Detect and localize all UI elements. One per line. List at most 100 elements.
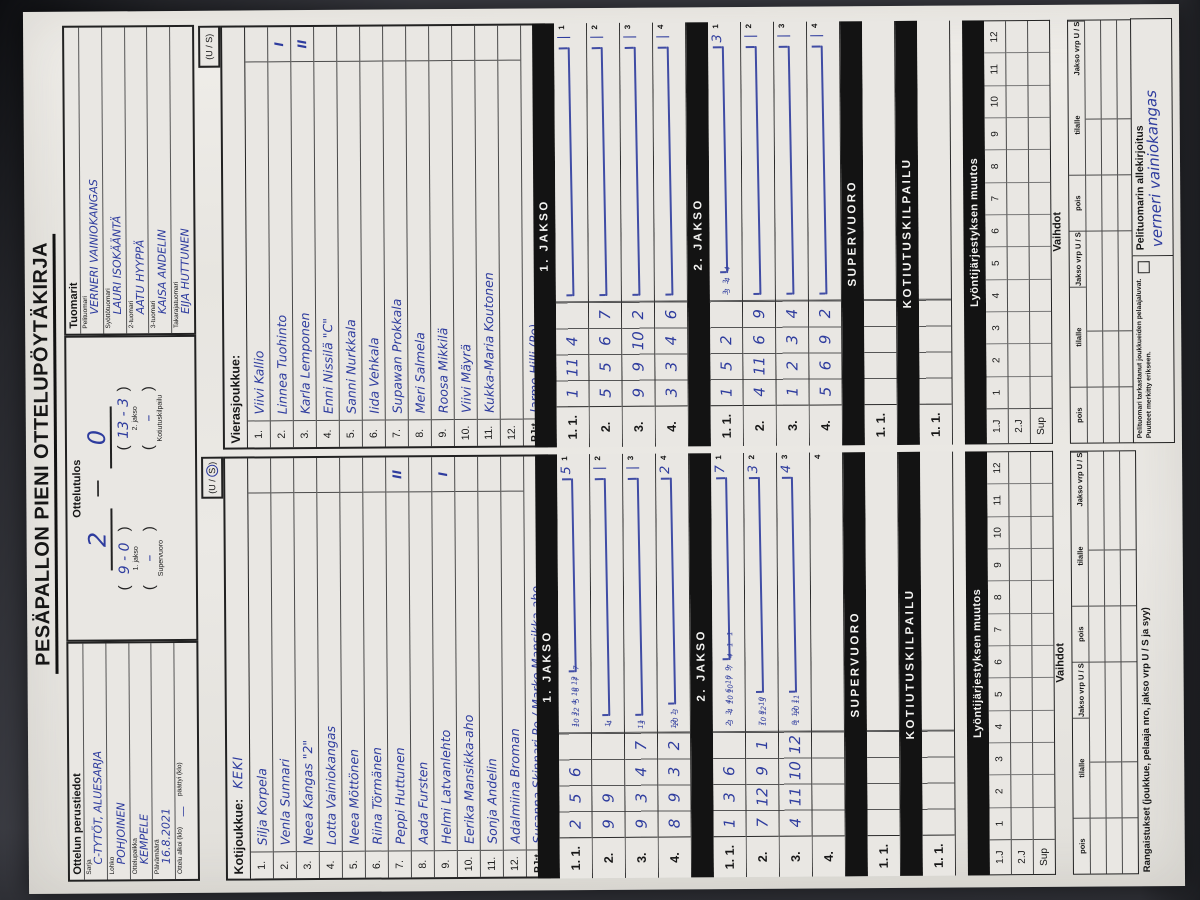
score-row-label: 4.	[809, 404, 842, 446]
score-row: 4. 8 9 3 2	[656, 453, 692, 878]
lyonti-cell	[1031, 515, 1053, 549]
lyonti-cell	[1007, 214, 1029, 247]
roster-row: 1. Viivi Kallio	[245, 27, 271, 448]
score-row-label: 2.	[592, 836, 625, 879]
vaihdot-header-cell: Jakso vrp U / S	[1071, 451, 1088, 507]
lyonti-cell: 9	[984, 117, 1006, 150]
player-us-mark	[245, 27, 268, 63]
player-name-handwritten: Karla Lemponen	[296, 312, 313, 415]
player-name-handwritten: Enni Nissilä "C"	[319, 318, 336, 414]
advance-bottom-digit: 3	[671, 708, 680, 714]
lead-score-cell: 6	[566, 767, 585, 778]
score-row-label: 4.	[655, 405, 688, 447]
lead-score-cell: 4	[786, 817, 805, 828]
lead-score-cell: 3	[783, 334, 802, 345]
score-row-label: 2.	[589, 405, 622, 448]
row-edge-number: 3	[626, 455, 636, 461]
score-row-track: 7 8 10 10 12 3	[744, 453, 778, 731]
lyonti-cell	[1028, 52, 1050, 85]
lyonti-row: Sup	[1028, 21, 1052, 444]
player-number: 10.	[454, 418, 477, 447]
lyonti-cell	[1028, 21, 1049, 52]
score-row-track: 1 4	[590, 454, 624, 732]
lyonti-cell: 5	[988, 677, 1010, 711]
roster-row: 8. Aada Fursten	[409, 457, 435, 878]
roster-row: 11. Sonja Andelin	[478, 456, 504, 877]
roster-row: 5. Neea Möttönen	[340, 457, 366, 878]
vaihdot-header-cell: tilalle	[1072, 717, 1090, 818]
score-row: 2. 5 5 6 7	[587, 22, 623, 448]
player-us-mark	[478, 456, 501, 492]
lyonti-cell	[1010, 612, 1032, 646]
lyonti-cell	[1006, 84, 1028, 118]
player-name-handwritten: Adalmiina Broman	[506, 728, 523, 844]
player-name-handwritten: Sanni Nurkkala	[342, 319, 359, 414]
score-section: 1. JAKSO 1. 1. 2 5 6	[535, 451, 956, 879]
roster-row: 8. Meri Salmela	[406, 26, 432, 447]
score-row: 3. 1 2 3 4	[774, 21, 810, 446]
umpire-row: Takarajatuomari EIJA HUTTUNEN	[169, 26, 195, 334]
lead-score-cell: 5	[596, 362, 615, 372]
player-number: 1.	[250, 851, 273, 879]
lyonti-cell	[1028, 116, 1050, 150]
score-row-track	[862, 21, 896, 299]
lyonti-cell	[1006, 21, 1027, 52]
score-row-label: 1. 1.	[864, 403, 897, 446]
umpire-row: Pelituomari VERNERI VAINIOKANGAS	[78, 27, 103, 334]
lead-score-cell: 1	[720, 818, 739, 828]
hand-drawn-run-line	[721, 46, 729, 274]
lead-score-cell: 1	[783, 386, 802, 397]
scoresheet-paper: PESÄPALLON PIENI OTTELUPÖYTÄKIRJA Ottelu…	[22, 3, 1186, 895]
advance-bottom-digit: 4	[723, 277, 732, 282]
us-s-mark: S	[204, 36, 215, 43]
vaihdot-header-cell: Jakso vrp U / S	[1072, 661, 1089, 718]
hand-drawn-run-line	[787, 45, 795, 295]
score-row-track: 33 344	[708, 22, 742, 300]
score-row: 1. 1.	[920, 451, 956, 876]
advance-bottom-digit: 7	[572, 676, 581, 681]
lyonti-cell	[1030, 375, 1052, 409]
period-score-value: –	[141, 554, 158, 562]
score-row-track: | 4	[653, 22, 687, 300]
lyonti-row: 2.J	[1009, 452, 1034, 875]
player-number: 5.	[342, 850, 365, 878]
row-end-mark: |	[625, 465, 641, 471]
player-us-mark	[498, 25, 521, 61]
roster-header: Vierasjoukkue:	[222, 27, 248, 448]
hand-drawn-run-line	[790, 476, 798, 693]
player-us-mark: I	[268, 27, 291, 63]
lead-score-cell: 9	[753, 766, 772, 776]
advance-pairs-bottom: 1 10 11	[793, 694, 801, 727]
roster-header: Kotijoukkue: KEKI	[225, 458, 251, 879]
hand-drawn-run-line	[666, 46, 674, 296]
lead-score-cell: 9	[665, 792, 684, 803]
lyonti-cell: 11	[987, 483, 1009, 517]
lyonti-row-head: 1.J	[989, 839, 1011, 875]
lead-score-cell: 2	[783, 360, 802, 371]
hand-drawn-run-line	[570, 478, 577, 673]
umpire-name-handwritten: LAURI ISOKÄÄNTÄ	[110, 215, 124, 315]
score-row-track: | 1	[554, 23, 588, 301]
vaihdot-header-cell: tilalle	[1075, 546, 1085, 566]
advance-bottom-digit: 4	[726, 708, 735, 713]
section-bar: 2. JAKSO	[689, 453, 714, 878]
player-name-handwritten: Iida Vehkala	[365, 337, 382, 414]
player-us-mark	[363, 457, 386, 493]
lead-score-cell: 4	[563, 336, 582, 347]
row-end-mark: |	[743, 33, 759, 39]
lyonti-cell	[1011, 806, 1033, 840]
lead-score-cell: 6	[720, 766, 739, 776]
vaihdot-header-cell: Jakso vrp U / S	[1068, 20, 1085, 76]
umpire-row: 2-tuomari AATU HYYPPÄ	[123, 27, 149, 334]
player-number: 5.	[339, 419, 362, 447]
score-row-track: | 2	[587, 23, 621, 301]
lead-score-cell: 4	[632, 766, 651, 777]
advance-bottom-digit: 7	[726, 675, 735, 680]
hand-drawn-run-line	[636, 477, 644, 716]
lyonti-cell: 5	[985, 246, 1007, 280]
player-name-handwritten: Linnea Tuohinto	[273, 314, 290, 415]
advance-bottom-digit: 4	[605, 720, 614, 725]
advance-bottom-digit: 10	[726, 695, 735, 705]
score-row-label: 1. 1.	[919, 403, 952, 445]
